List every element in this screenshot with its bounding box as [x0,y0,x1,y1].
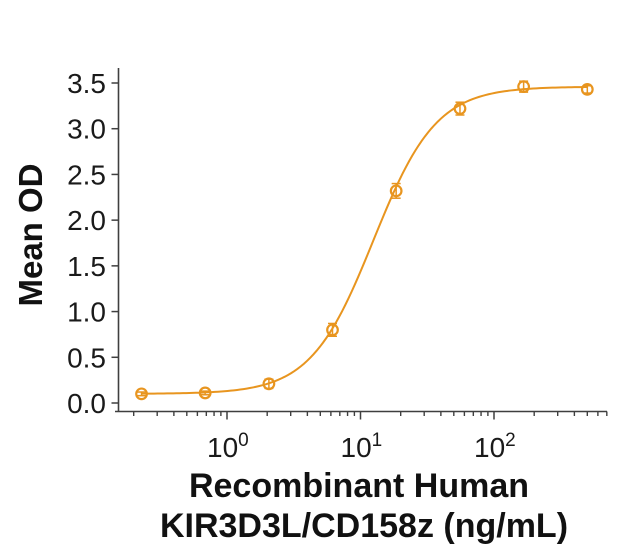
svg-text:102: 102 [474,430,516,463]
svg-text:0.0: 0.0 [67,388,106,419]
x-axis-title-line1: Recombinant Human [189,467,529,505]
svg-text:2.0: 2.0 [67,205,106,236]
svg-text:0.5: 0.5 [67,342,106,373]
axes: 0.0 0.5 1.0 1.5 2.0 2.5 3.0 3.5 100 101 102 [67,68,608,463]
svg-text:1.0: 1.0 [67,297,106,328]
svg-text:100: 100 [207,430,249,463]
svg-text:1.5: 1.5 [67,251,106,282]
svg-text:101: 101 [341,430,383,463]
data-series [135,80,594,401]
svg-text:2.5: 2.5 [67,159,106,190]
x-axis-title-line2: KIR3D3L/CD158z (ng/mL) [160,507,568,545]
svg-text:3.0: 3.0 [67,114,106,145]
y-axis-title: Mean OD [12,163,49,306]
svg-text:3.5: 3.5 [67,68,106,99]
